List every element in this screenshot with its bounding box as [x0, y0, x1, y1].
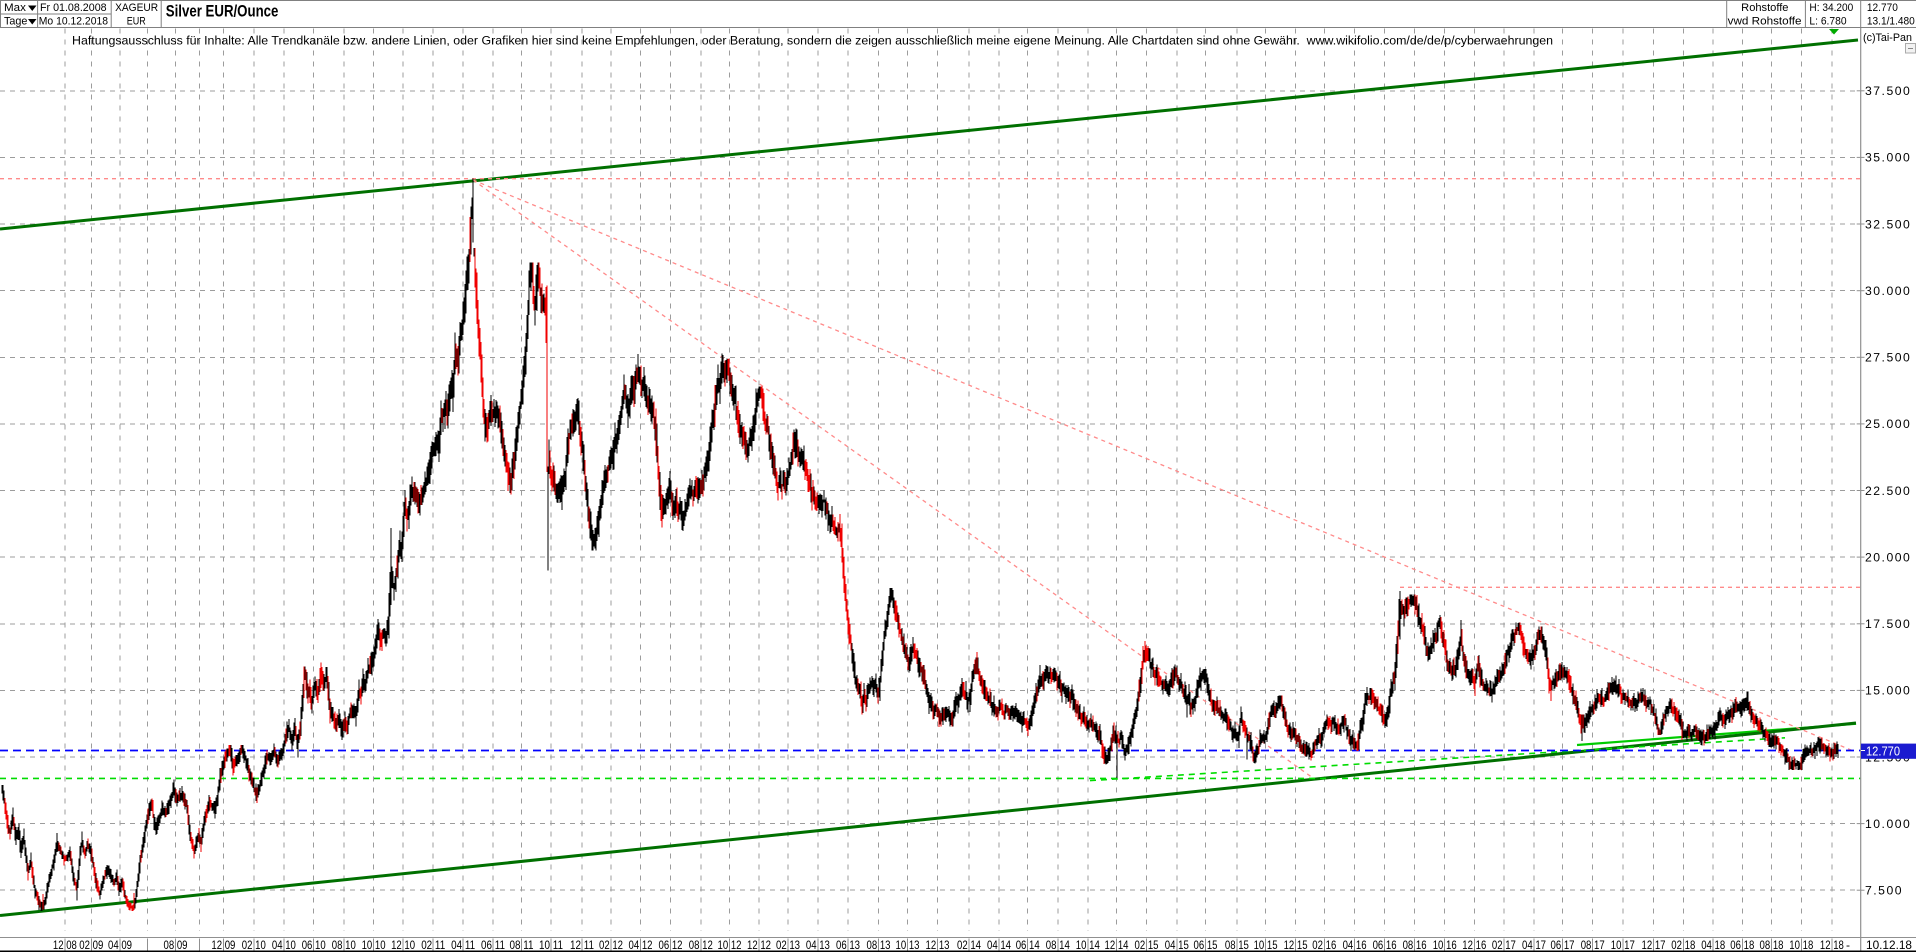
svg-text:12 09: 12 09: [211, 938, 235, 952]
svg-text:12 16: 12 16: [1462, 938, 1486, 952]
svg-text:12 11: 12 11: [570, 938, 594, 952]
svg-text:32.500: 32.500: [1865, 217, 1911, 231]
svg-text:Rohstoffe: Rohstoffe: [1741, 2, 1788, 14]
svg-text:12 08: 12 08: [53, 938, 77, 952]
svg-text:12 18: 12 18: [1820, 938, 1844, 952]
svg-text:08 18: 08 18: [1760, 938, 1784, 952]
svg-text:10 11: 10 11: [539, 938, 563, 952]
svg-text:10.000: 10.000: [1865, 817, 1911, 831]
svg-text:02 13: 02 13: [776, 938, 800, 952]
svg-text:Tage: Tage: [4, 16, 27, 28]
svg-text:06 11: 06 11: [481, 938, 505, 952]
svg-text:12.770: 12.770: [1866, 743, 1900, 758]
svg-text:08 15: 08 15: [1225, 938, 1249, 952]
svg-text:10 13: 10 13: [896, 938, 920, 952]
svg-text:12 10: 12 10: [391, 938, 415, 952]
svg-text:02 10: 02 10: [242, 938, 266, 952]
svg-text:04 09: 04 09: [108, 938, 132, 952]
svg-text:10 17: 10 17: [1611, 938, 1635, 952]
svg-text:02 09: 02 09: [79, 938, 103, 952]
svg-text:06 14: 06 14: [1016, 938, 1040, 952]
svg-text:XAGEUR: XAGEUR: [115, 2, 158, 14]
svg-text:08 13: 08 13: [867, 938, 891, 952]
svg-text:vwd Rohstoffe: vwd Rohstoffe: [1728, 16, 1802, 28]
svg-text:10 16: 10 16: [1433, 938, 1457, 952]
svg-text:27.500: 27.500: [1865, 351, 1911, 365]
svg-text:22.500: 22.500: [1865, 484, 1911, 498]
svg-text:12 13: 12 13: [926, 938, 950, 952]
svg-text:Max: Max: [4, 2, 26, 14]
svg-text:10 10: 10 10: [362, 938, 386, 952]
svg-text:15.000: 15.000: [1865, 684, 1911, 698]
svg-text:06 12: 06 12: [659, 938, 683, 952]
svg-text:08 17: 08 17: [1581, 938, 1605, 952]
svg-text:Mo 10.12.2018: Mo 10.12.2018: [39, 16, 108, 28]
svg-text:02 18: 02 18: [1671, 938, 1695, 952]
svg-text:04 14: 04 14: [987, 938, 1011, 952]
svg-text:-: -: [1846, 938, 1850, 952]
svg-text:02 11: 02 11: [421, 938, 445, 952]
svg-text:35.000: 35.000: [1865, 151, 1911, 165]
svg-text:08 11: 08 11: [510, 938, 534, 952]
svg-text:L: 6.780: L: 6.780: [1809, 16, 1846, 28]
svg-text:04 15: 04 15: [1165, 938, 1189, 952]
svg-text:04 11: 04 11: [451, 938, 475, 952]
svg-text:02 15: 02 15: [1135, 938, 1159, 952]
svg-text:04 16: 04 16: [1343, 938, 1367, 952]
svg-text:12 17: 12 17: [1642, 938, 1666, 952]
svg-text:10 15: 10 15: [1254, 938, 1278, 952]
svg-text:EUR: EUR: [127, 16, 146, 28]
svg-text:Haftungsausschluss für Inhalte: Haftungsausschluss für Inhalte: Alle Tre…: [72, 34, 1553, 48]
svg-text:08 14: 08 14: [1046, 938, 1070, 952]
svg-text:37.500: 37.500: [1865, 84, 1911, 98]
svg-text:06 10: 06 10: [302, 938, 326, 952]
svg-text:04 10: 04 10: [272, 938, 296, 952]
svg-text:08 09: 08 09: [164, 938, 188, 952]
svg-text:06 13: 06 13: [836, 938, 860, 952]
svg-text:10.12.18: 10.12.18: [1866, 938, 1912, 952]
svg-text:10 12: 10 12: [718, 938, 742, 952]
svg-text:17.500: 17.500: [1865, 617, 1911, 631]
svg-text:02 17: 02 17: [1492, 938, 1516, 952]
svg-text:7.500: 7.500: [1865, 884, 1903, 898]
svg-text:06 16: 06 16: [1373, 938, 1397, 952]
svg-text:08 10: 08 10: [332, 938, 356, 952]
svg-text:13.1/1.480: 13.1/1.480: [1867, 16, 1915, 28]
svg-text:(c)Tai-Pan: (c)Tai-Pan: [1863, 32, 1912, 44]
svg-text:25.000: 25.000: [1865, 417, 1911, 431]
svg-text:H: 34.200: H: 34.200: [1809, 2, 1853, 14]
svg-text:02 16: 02 16: [1312, 938, 1336, 952]
svg-text:04 18: 04 18: [1701, 938, 1725, 952]
svg-text:02 14: 02 14: [957, 938, 981, 952]
svg-text:10 14: 10 14: [1076, 938, 1100, 952]
svg-text:04 13: 04 13: [806, 938, 830, 952]
svg-text:06 15: 06 15: [1194, 938, 1218, 952]
svg-text:30.000: 30.000: [1865, 284, 1911, 298]
svg-text:08 16: 08 16: [1403, 938, 1427, 952]
svg-text:10 18: 10 18: [1789, 938, 1813, 952]
svg-text:08 12: 08 12: [689, 938, 713, 952]
svg-text:04 17: 04 17: [1522, 938, 1546, 952]
svg-text:20.000: 20.000: [1865, 550, 1911, 564]
svg-text:12 14: 12 14: [1105, 938, 1129, 952]
svg-text:12 12: 12 12: [747, 938, 771, 952]
svg-text:Fr 01.08.2008: Fr 01.08.2008: [40, 2, 107, 14]
svg-text:06 17: 06 17: [1551, 938, 1575, 952]
svg-text:02 12: 02 12: [599, 938, 623, 952]
svg-text:12 15: 12 15: [1284, 938, 1308, 952]
svg-text:04 12: 04 12: [629, 938, 653, 952]
svg-text:06 18: 06 18: [1730, 938, 1754, 952]
svg-text:12.770: 12.770: [1867, 2, 1898, 14]
svg-text:Silver EUR/Ounce: Silver EUR/Ounce: [166, 2, 279, 20]
